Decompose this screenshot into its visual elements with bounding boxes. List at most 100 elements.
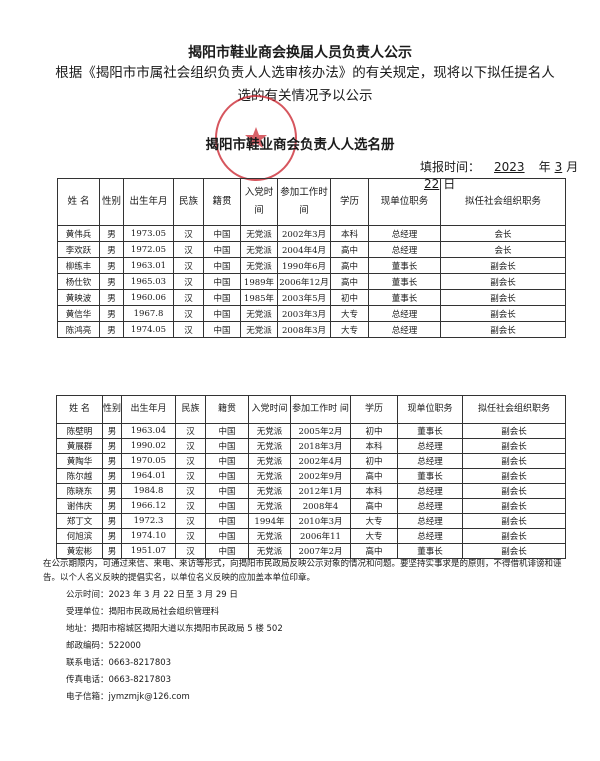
table-cell: 中国: [205, 423, 249, 439]
table-row: 李欢跃男 1972.05 汉中国 无党派 2004年4月 高中 总经理 会长: [57, 241, 566, 258]
column-header: 出生年月: [121, 395, 176, 424]
table-cell: 高中: [330, 241, 369, 258]
table-cell: 初中: [350, 453, 398, 469]
table-cell: 本科: [350, 438, 398, 454]
column-header: 民族: [173, 178, 204, 226]
table-cell: 黄信华: [57, 305, 100, 322]
table-cell: 总经理: [397, 483, 463, 499]
table-cell: 无党派: [240, 257, 278, 274]
table-row: 杨仕钦男 1965.03 汉中国 1989年 2006年12月 高中 董事长 副会长: [57, 273, 566, 290]
column-header: 入党时间: [240, 178, 278, 226]
column-header: 拟任社会组织职务: [462, 395, 566, 424]
table-cell: 陈晓东: [56, 483, 103, 499]
table-cell: 1966.12: [121, 498, 176, 514]
column-header: 姓 名: [56, 395, 103, 424]
table-cell: 柳练丰: [57, 257, 100, 274]
table-cell: 1984.8: [121, 483, 176, 499]
table-cell: 副会长: [462, 423, 566, 439]
table-cell: 本科: [350, 483, 398, 499]
table-cell: 汉: [173, 321, 204, 338]
table-cell: 副会长: [462, 543, 566, 559]
column-header: 参加工作时 间: [290, 395, 351, 424]
table-cell: 无党派: [248, 528, 291, 544]
table-cell: 中国: [203, 225, 241, 242]
column-header: 现单位职务: [368, 178, 441, 226]
table-row: 郑丁文男 1972.3 汉中国 1994年 2010年3月 大专 总经理 副会长: [56, 513, 566, 529]
contact-info-line: 联系电话：0663-8217803: [66, 658, 172, 668]
table-cell: 副会长: [462, 483, 566, 499]
table-cell: 中国: [205, 498, 249, 514]
column-header: 性别: [99, 178, 124, 226]
table-cell: 男: [102, 438, 122, 454]
year-unit: 年: [538, 160, 551, 174]
table-cell: 男: [99, 273, 124, 290]
table-cell: 汉: [175, 423, 206, 439]
table-cell: 会长: [440, 241, 566, 258]
table-cell: 无党派: [248, 483, 291, 499]
table-cell: 无党派: [248, 543, 291, 559]
table-cell: 谢伟庆: [56, 498, 103, 514]
table-cell: 副会长: [462, 528, 566, 544]
table-cell: 1973.05: [123, 225, 174, 242]
table-cell: 大专: [330, 305, 369, 322]
table-cell: 总经理: [368, 321, 441, 338]
table-cell: 无党派: [248, 438, 291, 454]
seal-star-icon: [245, 127, 267, 148]
table-cell: 总经理: [397, 453, 463, 469]
intro-paragraph: 根据《揭阳市市属社会组织负责人人选审核办法》的有关规定，现将以下拟任提名人选的有…: [55, 65, 555, 104]
table-cell: 男: [102, 528, 122, 544]
table-row: 陈鸿亮男 1974.05 汉中国 无党派 2008年3月 大专 总经理 副会长: [57, 321, 566, 338]
table-cell: 副会长: [462, 453, 566, 469]
table-cell: 中国: [205, 438, 249, 454]
table-cell: 董事长: [397, 468, 463, 484]
table-cell: 男: [99, 321, 124, 338]
table-cell: 无党派: [240, 305, 278, 322]
table-cell: 男: [102, 468, 122, 484]
table-cell: 1967.8: [123, 305, 174, 322]
table-cell: 初中: [350, 423, 398, 439]
table-cell: 何旭滨: [56, 528, 103, 544]
table-row: 黄宏彬男 1951.07 汉中国 无党派 2007年2月 高中 董事长 副会长: [56, 543, 566, 559]
table-cell: 无党派: [240, 321, 278, 338]
table-row: 陈晓东男 1984.8 汉中国 无党派 2012年1月 本科 总经理 副会长: [56, 483, 566, 499]
table-cell: 副会长: [462, 438, 566, 454]
table-cell: 1963.04: [121, 423, 176, 439]
table-cell: 1989年: [240, 273, 278, 290]
table-cell: 男: [102, 483, 122, 499]
table-cell: 2002年4月: [290, 453, 351, 469]
column-header: 性别: [102, 395, 122, 424]
fill-date-label: 填报时间：: [420, 160, 481, 174]
column-header: 籍贯: [203, 178, 241, 226]
table-cell: 总经理: [397, 513, 463, 529]
table-row: 黄伟兵男 1973.05 汉中国 无党派 2002年3月 本科 总经理 会长: [57, 225, 566, 242]
table-cell: 汉: [173, 257, 204, 274]
table-cell: 中国: [203, 241, 241, 258]
table-cell: 会长: [440, 225, 566, 242]
table-cell: 2018年3月: [290, 438, 351, 454]
table-cell: 副会长: [462, 468, 566, 484]
table-cell: 男: [99, 257, 124, 274]
table-cell: 中国: [205, 513, 249, 529]
table-cell: 黄展群: [56, 438, 103, 454]
notice-title: 揭阳市鞋业商会换届人员负责人公示: [188, 45, 412, 61]
table-cell: 1990年6月: [277, 257, 331, 274]
table-cell: 总经理: [368, 305, 441, 322]
month-unit: 月: [566, 160, 579, 174]
table-cell: 中国: [205, 468, 249, 484]
table-cell: 中国: [203, 257, 241, 274]
table-cell: 2005年2月: [290, 423, 351, 439]
table-cell: 汉: [173, 273, 204, 290]
table-row: 谢伟庆男 1966.12 汉中国 无党派 2008年4 高中 总经理 副会长: [56, 498, 566, 514]
table-row: 黄陶华男 1970.05 汉中国 无党派 2002年4月 初中 总经理 副会长: [56, 453, 566, 469]
table-cell: 郑丁文: [56, 513, 103, 529]
table-cell: 1964.01: [121, 468, 176, 484]
table-cell: 2002年9月: [290, 468, 351, 484]
roster-table-1: 姓 名性别 出生年月 民族 籍贯 入党时间 参加工作时 间学历 现单位职务 拟任社会组织职务 …: [57, 178, 566, 338]
column-header: 民族: [175, 395, 206, 424]
table-cell: 男: [102, 498, 122, 514]
header-row: 姓 名性别 出生年月 民族 籍贯 入党时间 参加工作时 间学历 现单位职务 拟任社会组织职务: [57, 178, 566, 226]
header-row: 姓 名性别 出生年月 民族 籍贯 入党时间 参加工作时 间学历 现单位职务 拟任社会组织职务: [56, 395, 566, 424]
table-cell: 中国: [203, 305, 241, 322]
table-cell: 总经理: [368, 225, 441, 242]
table-cell: 副会长: [440, 305, 566, 322]
